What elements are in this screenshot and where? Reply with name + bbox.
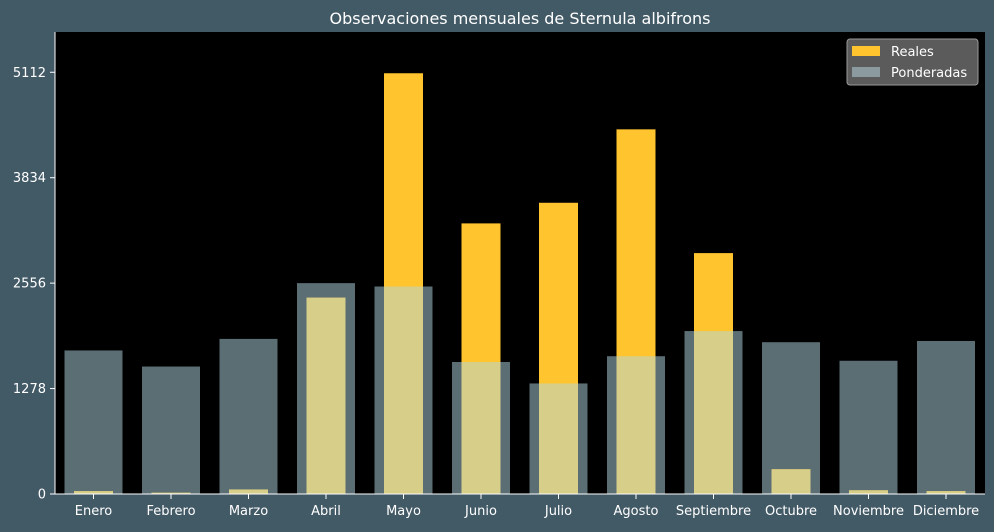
bar-overlap — [384, 286, 423, 494]
bar-overlap — [616, 356, 656, 494]
bar-ponderadas — [762, 342, 820, 494]
bar-overlap — [306, 297, 346, 494]
x-tick-label: Julio — [544, 504, 572, 519]
bar-overlap — [771, 469, 811, 494]
bar-ponderadas — [219, 338, 278, 494]
bar-overlap — [926, 491, 966, 494]
x-tick-label: Mayo — [386, 504, 421, 519]
bar-overlap — [151, 492, 191, 494]
x-tick-label: Enero — [75, 504, 113, 519]
x-tick-label: Junio — [464, 504, 497, 519]
y-axis: 0 1278 2556 3834 5112 — [13, 32, 56, 503]
legend-swatch-reales — [852, 46, 880, 56]
y-tick-label: 1278 — [13, 382, 46, 397]
plot-area — [55, 32, 985, 494]
bar-ponderadas — [64, 350, 123, 494]
y-tick-label: 3834 — [13, 171, 46, 186]
x-axis: Enero Febrero Marzo Abril Mayo Junio Julio Agos… — [55, 493, 985, 519]
legend-label-reales: Reales — [891, 45, 934, 60]
x-tick-label: Diciembre — [913, 504, 979, 519]
legend-label-ponderadas: Ponderadas — [891, 66, 967, 81]
bar-overlap — [539, 383, 578, 494]
series-overlap — [74, 286, 966, 494]
y-tick-label: 0 — [38, 488, 46, 503]
chart-title: Observaciones mensuales de Sternula albi… — [329, 9, 710, 28]
bar-overlap — [74, 491, 113, 494]
y-tick-label: 5112 — [13, 66, 46, 81]
x-tick-label: Marzo — [229, 504, 268, 519]
x-tick-label: Febrero — [146, 504, 195, 519]
x-tick-label: Abril — [311, 504, 341, 519]
legend-swatch-ponderadas — [852, 67, 880, 77]
x-tick-label: Agosto — [614, 504, 659, 519]
legend: Reales Ponderadas — [846, 38, 979, 86]
bar-ponderadas — [917, 340, 975, 494]
x-tick-label: Octubre — [765, 504, 817, 519]
bar-ponderadas — [142, 366, 200, 494]
bar-overlap — [229, 489, 268, 494]
bar-overlap — [849, 490, 888, 494]
x-tick-label: Septiembre — [676, 504, 751, 519]
bar-ponderadas — [839, 360, 898, 494]
y-tick-label: 2556 — [13, 277, 46, 292]
bar-overlap — [461, 362, 501, 494]
x-tick-label: Noviembre — [833, 504, 904, 519]
bar-overlap — [694, 331, 733, 494]
